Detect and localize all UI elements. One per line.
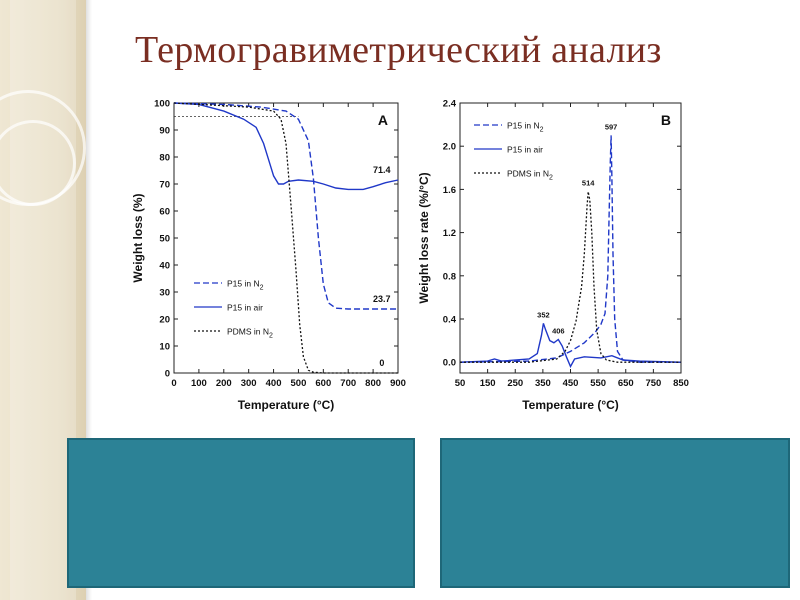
y-tick-label: 90 bbox=[159, 126, 170, 137]
x-tick-label: 250 bbox=[507, 378, 523, 389]
y-tick-label: 1.2 bbox=[443, 228, 456, 239]
legend-label-p15-in-air: P15 in air bbox=[227, 303, 263, 313]
x-tick-label: 650 bbox=[618, 378, 634, 389]
data-annotation: 406 bbox=[552, 327, 565, 336]
decorative-side-panel bbox=[0, 0, 86, 600]
data-annotation: 352 bbox=[537, 310, 550, 319]
legend-label-pdms-in-n2: PDMS in N2 bbox=[227, 327, 273, 340]
x-tick-label: 550 bbox=[590, 378, 606, 389]
data-annotation: 23.7 bbox=[373, 294, 391, 304]
series-line-pdms-in-n2 bbox=[173, 102, 398, 374]
x-axis-label: Temperature (°C) bbox=[522, 398, 619, 412]
y-axis-label: Weight loss rate (%/°C) bbox=[418, 172, 431, 303]
y-tick-label: 70 bbox=[159, 180, 170, 191]
y-tick-label: 2.0 bbox=[443, 142, 456, 153]
panel-label: B bbox=[661, 112, 671, 128]
legend-label-p15-in-n2: P15 in N2 bbox=[227, 279, 264, 292]
x-tick-label: 750 bbox=[645, 378, 661, 389]
x-tick-label: 900 bbox=[390, 378, 406, 389]
y-tick-label: 0 bbox=[165, 369, 170, 380]
y-tick-label: 1.6 bbox=[443, 185, 456, 196]
data-annotation: 0 bbox=[379, 358, 384, 368]
x-tick-label: 400 bbox=[266, 378, 282, 389]
y-tick-label: 100 bbox=[154, 99, 170, 110]
series-line-p15-in-air bbox=[173, 102, 399, 191]
series-line-p15-in-n2 bbox=[459, 135, 681, 363]
x-tick-label: 850 bbox=[673, 378, 689, 389]
data-annotation: 71.4 bbox=[373, 165, 391, 175]
x-tick-label: 700 bbox=[340, 378, 356, 389]
y-tick-label: 20 bbox=[159, 315, 170, 326]
x-tick-label: 200 bbox=[216, 378, 232, 389]
legend-label-p15-in-air: P15 in air bbox=[507, 145, 543, 155]
decorative-ring-bottom bbox=[0, 120, 76, 206]
x-tick-label: 600 bbox=[315, 378, 331, 389]
y-tick-label: 30 bbox=[159, 288, 170, 299]
panel-label: A bbox=[378, 112, 388, 128]
x-tick-label: 0 bbox=[171, 378, 176, 389]
series-line-pdms-in-n2 bbox=[460, 191, 681, 363]
data-annotation: 597 bbox=[605, 122, 618, 131]
x-tick-label: 350 bbox=[535, 378, 551, 389]
y-axis-label: Weight loss (%) bbox=[131, 193, 145, 282]
plot-frame bbox=[173, 102, 399, 374]
teal-caption-box-right bbox=[440, 438, 790, 588]
y-tick-label: 0.0 bbox=[443, 358, 456, 369]
y-tick-label: 40 bbox=[159, 261, 170, 272]
slide-edge-shadow bbox=[86, 0, 92, 600]
x-tick-label: 150 bbox=[480, 378, 496, 389]
y-tick-label: 50 bbox=[159, 234, 170, 245]
y-tick-label: 60 bbox=[159, 207, 170, 218]
x-axis-label: Temperature (°C) bbox=[238, 398, 335, 412]
legend-label-pdms-in-n2: PDMS in N2 bbox=[507, 169, 553, 182]
x-tick-label: 100 bbox=[191, 378, 207, 389]
x-tick-label: 800 bbox=[365, 378, 381, 389]
legend-label-p15-in-n2: P15 in N2 bbox=[507, 121, 544, 134]
series-line-p15-in-n2 bbox=[173, 102, 398, 310]
data-annotation: 514 bbox=[582, 179, 595, 188]
x-tick-label: 450 bbox=[563, 378, 579, 389]
x-tick-label: 50 bbox=[455, 378, 466, 389]
y-tick-label: 10 bbox=[159, 342, 170, 353]
y-tick-label: 80 bbox=[159, 153, 170, 164]
y-tick-label: 0.4 bbox=[443, 315, 457, 326]
series-line-p15-in-air bbox=[459, 323, 682, 369]
chart-panel-a: 0 100 200 300 400 500 600 700 800 900010203040506… bbox=[131, 99, 406, 413]
chart-panel-b: 50 150 250 350 450 550 650 750 850 0.0 0.4 0.8 1.2 1.… bbox=[418, 99, 689, 413]
teal-caption-box-left bbox=[67, 438, 415, 588]
plot-frame bbox=[459, 102, 682, 374]
y-tick-label: 0.8 bbox=[443, 271, 456, 282]
slide-title: Термогравиметрический анализ bbox=[135, 29, 662, 71]
x-tick-label: 500 bbox=[291, 378, 307, 389]
x-tick-label: 300 bbox=[241, 378, 257, 389]
y-tick-label: 2.4 bbox=[443, 99, 457, 110]
